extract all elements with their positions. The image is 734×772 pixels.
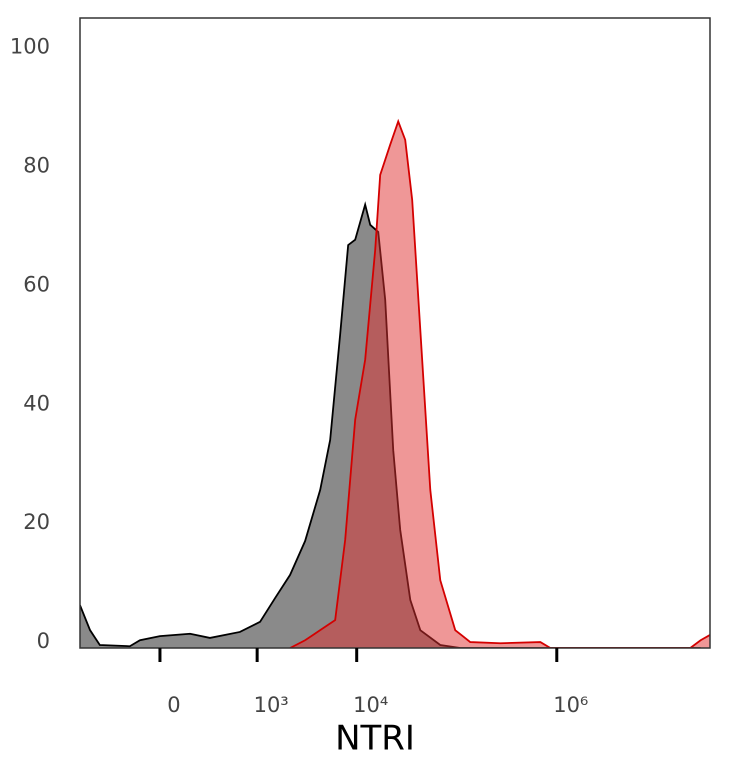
series-layer	[80, 118, 710, 648]
x-tick-label: 0	[167, 693, 180, 717]
y-tick-label: 60	[23, 272, 50, 296]
y-tick-label: 0	[37, 629, 50, 653]
y-tick-label: 20	[23, 510, 50, 534]
y-tick-label: 40	[23, 391, 50, 415]
x-tick-label: 10⁴	[353, 693, 388, 717]
x-tick-label: 10⁶	[553, 693, 588, 717]
x-axis-title: NTRI	[335, 719, 415, 759]
plot-frame	[79, 17, 711, 649]
y-tick-label: 80	[23, 154, 50, 178]
x-tick-label: 10³	[254, 693, 289, 717]
histogram-line	[289, 118, 710, 648]
y-tick-label: 100	[10, 35, 50, 59]
histogram-area	[290, 121, 710, 648]
